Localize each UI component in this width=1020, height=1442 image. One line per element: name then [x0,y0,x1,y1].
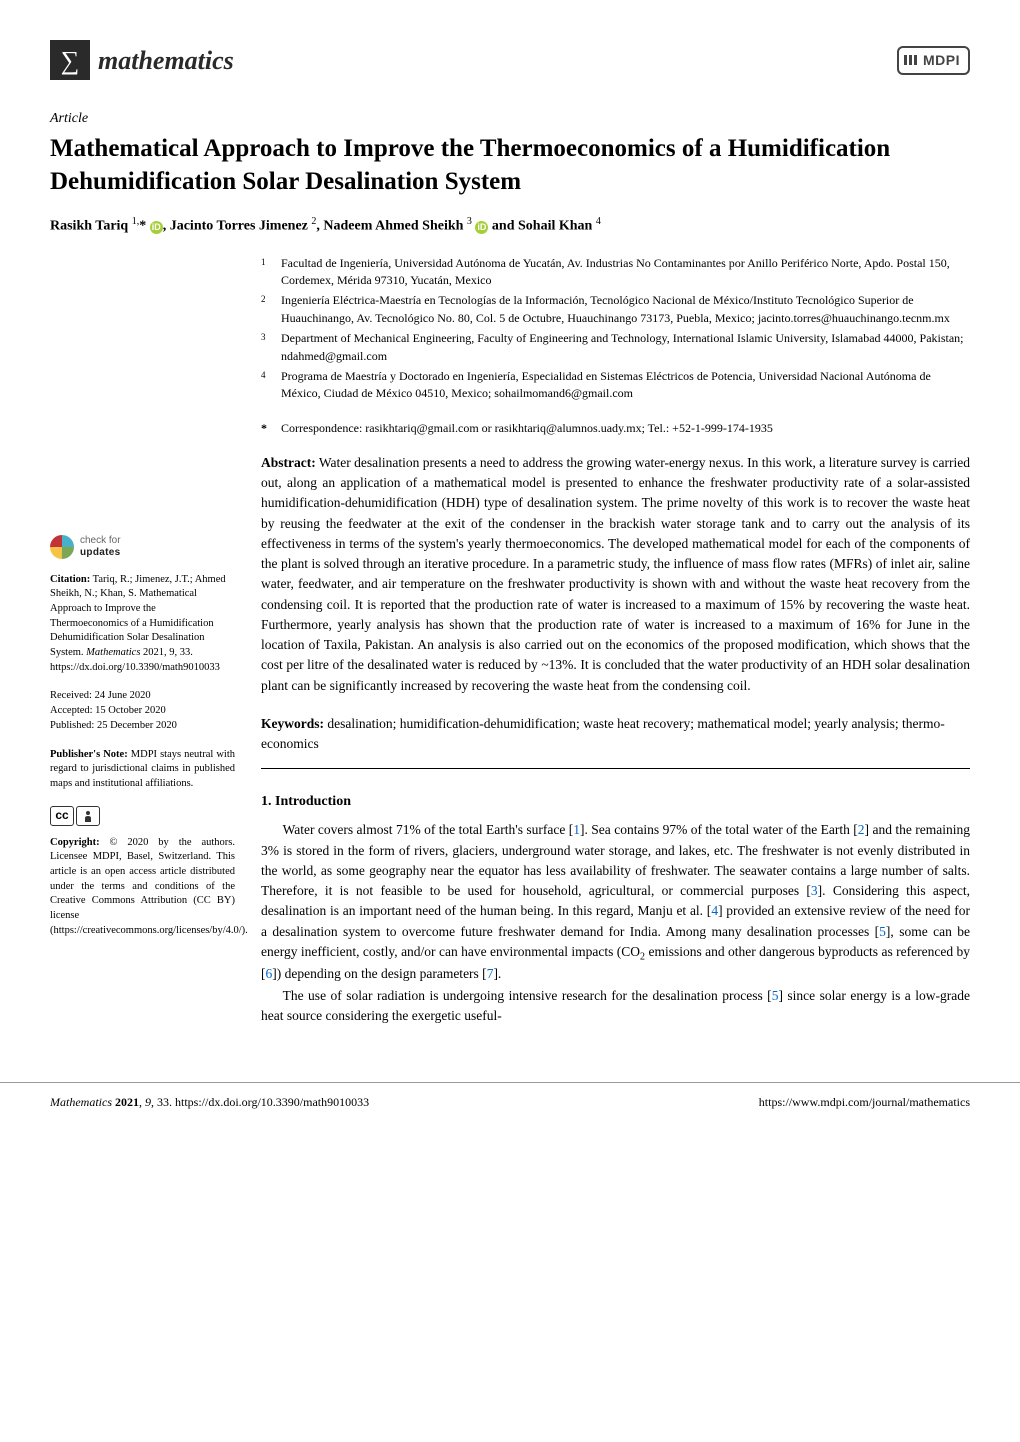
journal-logo: ∑ mathematics [50,40,234,80]
abstract-label: Abstract: [261,455,316,470]
published-date: Published: 25 December 2020 [50,719,235,734]
authors: Rasikh Tariq 1,* iD, Jacinto Torres Jime… [50,214,970,237]
copyright-block: Copyright: © 2020 by the authors. Licens… [50,836,235,939]
sigma-icon: ∑ [50,40,90,80]
divider [261,768,970,769]
journal-name: mathematics [98,41,234,80]
check-for-updates-text: check for updates [80,535,121,558]
keywords: Keywords: desalination; humidification-d… [261,714,970,755]
affiliation-item: 2 Ingeniería Eléctrica-Maestría en Tecnol… [261,292,970,327]
abstract-text: Water desalination presents a need to ad… [261,455,970,693]
affil-num: 3 [261,330,271,365]
affiliation-item: 1 Facultad de Ingeniería, Universidad Aut… [261,255,970,290]
received-date: Received: 24 June 2020 [50,689,235,704]
keywords-text: desalination; humidification-dehumidific… [261,716,945,751]
affil-text: Ingeniería Eléctrica-Maestría en Tecnolo… [281,292,970,327]
check-for-updates-badge[interactable]: check for updates [50,535,235,559]
affil-num: 4 [261,368,271,403]
correspondence: * Correspondence: rasikhtariq@gmail.com … [261,419,970,437]
crossmark-icon [50,535,74,559]
publishers-note: Publisher's Note: MDPI stays neutral wit… [50,748,235,792]
header: ∑ mathematics MDPI [50,40,970,80]
article-title: Mathematical Approach to Improve the The… [50,133,970,198]
by-icon [76,806,100,826]
citation-label: Citation: [50,574,90,585]
note-label: Publisher's Note: [50,749,128,760]
affiliation-item: 3 Department of Mechanical Engineering, F… [261,330,970,365]
accepted-date: Accepted: 15 October 2020 [50,704,235,719]
keywords-label: Keywords: [261,716,324,731]
cc-icon: cc [50,806,74,826]
affil-text: Programa de Maestría y Doctorado en Inge… [281,368,970,403]
mdpi-icon [903,52,919,68]
abstract: Abstract: Water desalination presents a … [261,453,970,696]
footer-right: https://www.mdpi.com/journal/mathematics [759,1093,970,1111]
affiliation-item: 4 Programa de Maestría y Doctorado en Ing… [261,368,970,403]
intro-paragraph-2: The use of solar radiation is undergoing… [261,986,970,1027]
cc-license-badges: cc [50,806,235,826]
affil-num: 1 [261,255,271,290]
affil-text: Department of Mechanical Engineering, Fa… [281,330,970,365]
publisher-logo: MDPI [897,46,970,75]
copyright-text: © 2020 by the authors. Licensee MDPI, Ba… [50,837,248,936]
affil-num: 2 [261,292,271,327]
footer-left: Mathematics 2021, 9, 33. https://dx.doi.… [50,1093,369,1111]
dates-block: Received: 24 June 2020 Accepted: 15 Octo… [50,689,235,733]
citation-journal: Mathematics [86,647,140,658]
corr-star: * [261,419,271,437]
citation-text: Tariq, R.; Jimenez, J.T.; Ahmed Sheikh, … [50,574,226,658]
check-line2: updates [80,547,121,559]
affiliations-list: 1 Facultad de Ingeniería, Universidad Aut… [261,255,970,403]
publisher-name: MDPI [923,50,960,71]
affil-text: Facultad de Ingeniería, Universidad Autó… [281,255,970,290]
check-line1: check for [80,535,121,547]
footer: Mathematics 2021, 9, 33. https://dx.doi.… [0,1082,1020,1131]
sidebar: check for updates Citation: Tariq, R.; J… [50,255,235,1028]
main-column: 1 Facultad de Ingeniería, Universidad Aut… [261,255,970,1028]
copyright-label: Copyright: [50,837,100,848]
citation-block: Citation: Tariq, R.; Jimenez, J.T.; Ahme… [50,573,235,676]
section-heading: 1. Introduction [261,791,970,812]
article-type: Article [50,108,970,129]
corr-text: Correspondence: rasikhtariq@gmail.com or… [281,419,773,437]
intro-paragraph-1: Water covers almost 71% of the total Ear… [261,820,970,984]
